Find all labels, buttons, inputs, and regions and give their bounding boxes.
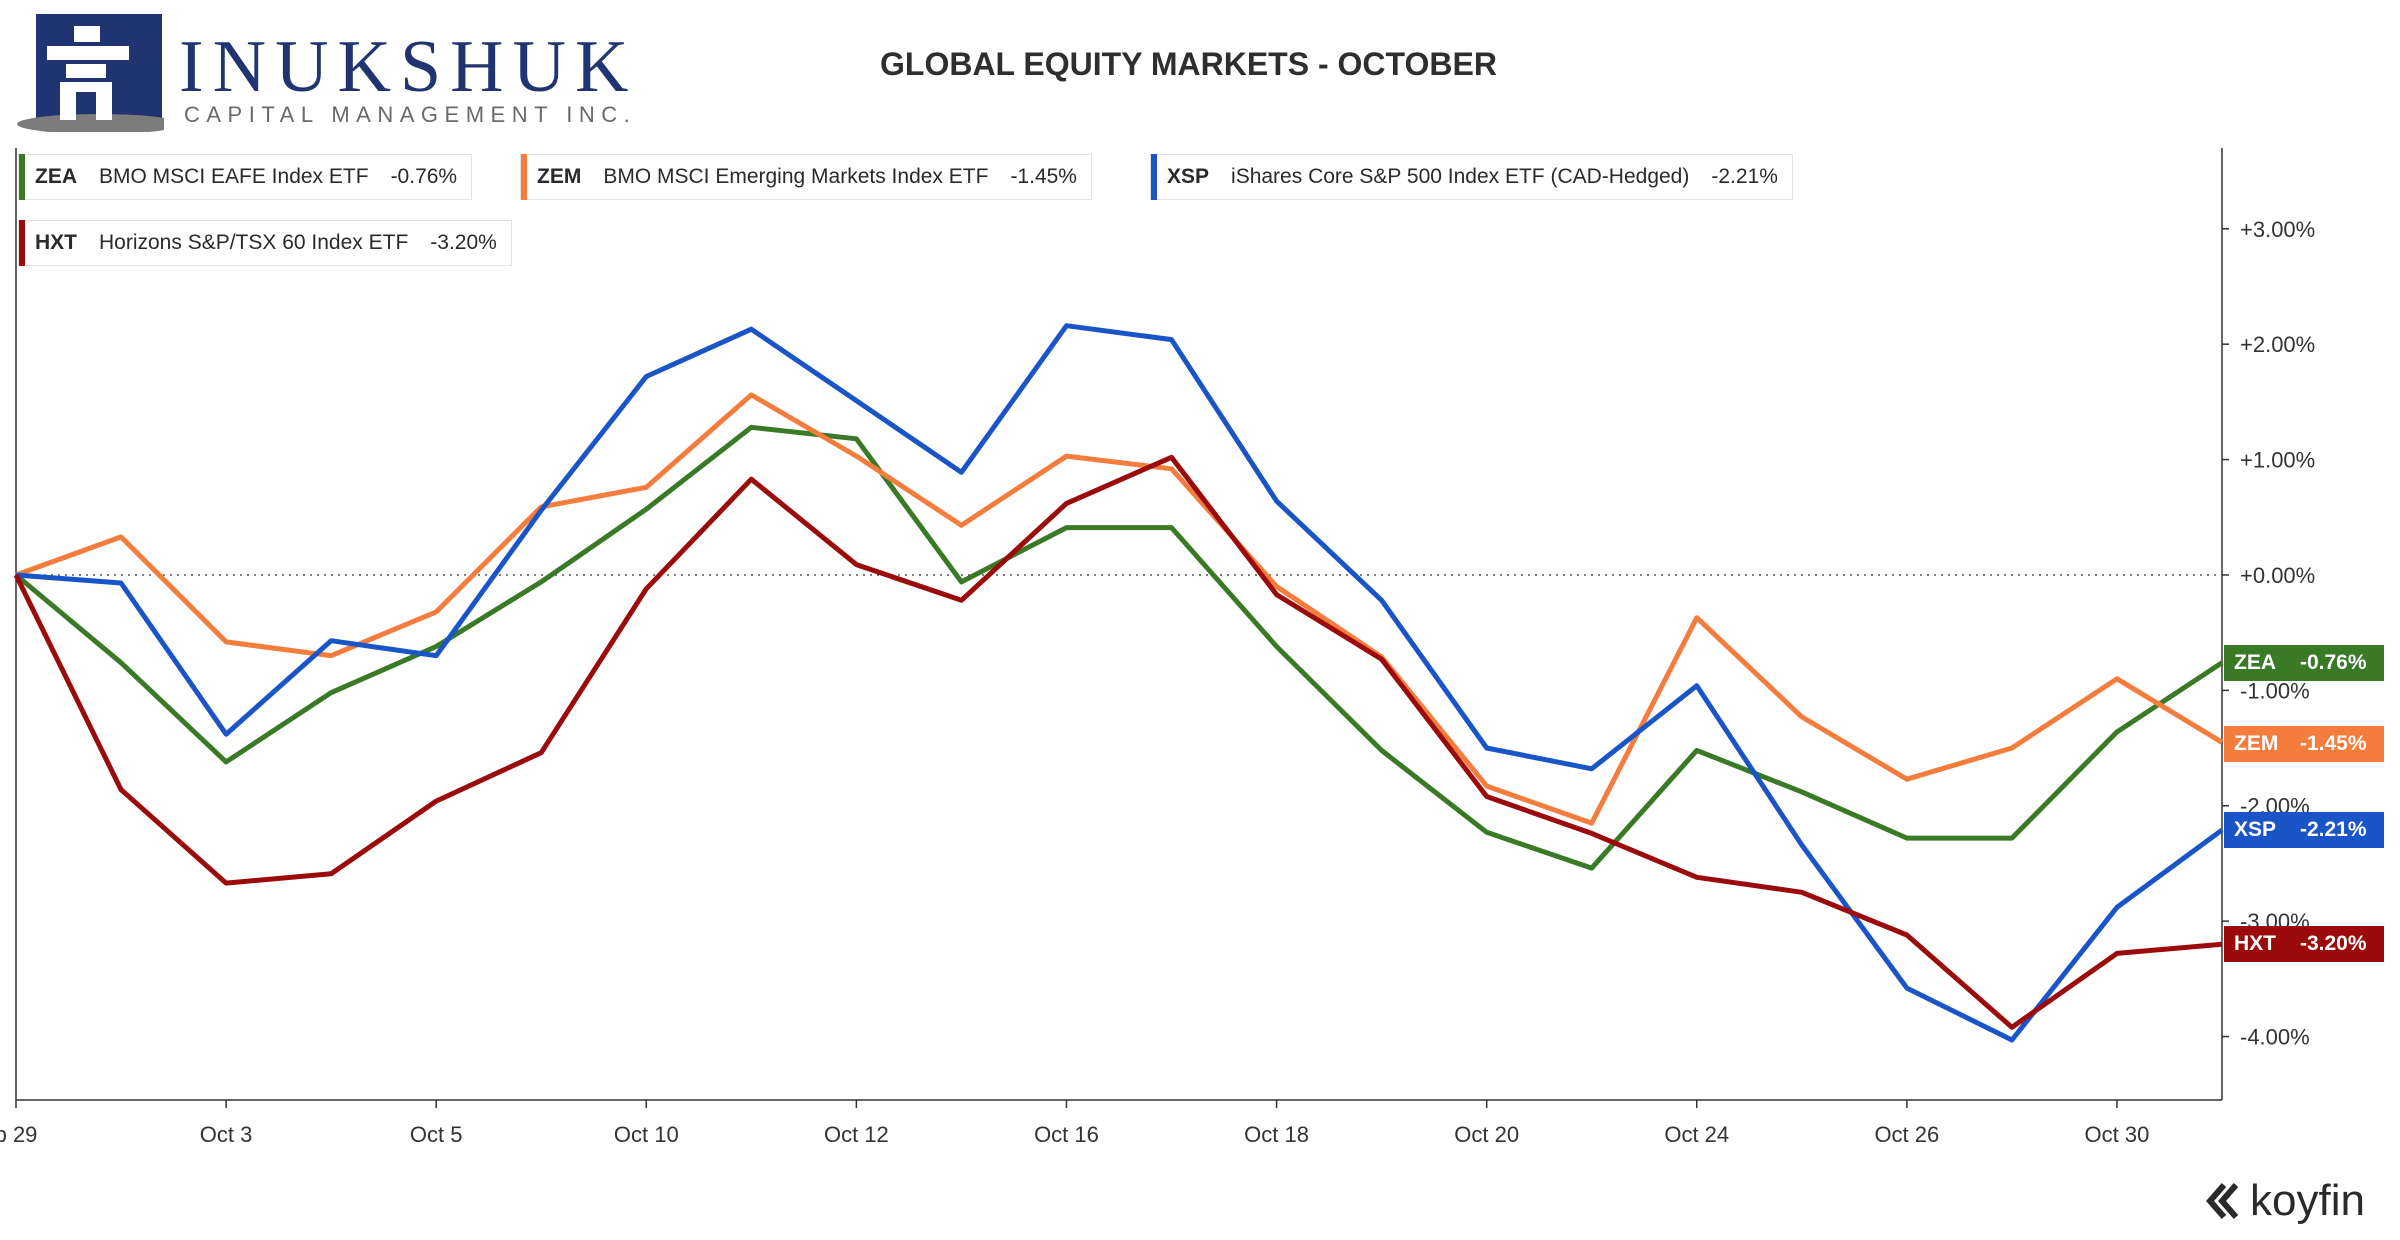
legend-swatch xyxy=(19,154,25,200)
end-label-value: -3.20% xyxy=(2300,932,2367,955)
legend-change: -2.21% xyxy=(1711,165,1778,188)
series-line-zea xyxy=(14,424,2224,871)
end-label-ticker: ZEM xyxy=(2234,732,2279,755)
end-label-xsp: XSP -2.21% xyxy=(2224,812,2384,848)
legend-change: -0.76% xyxy=(390,165,458,188)
legend-series-name: iShares Core S&P 500 Index ETF (CAD-Hedg… xyxy=(1231,165,1690,188)
series-line-zem xyxy=(15,392,2224,826)
x-tick-label: Oct 18 xyxy=(1244,1122,1309,1147)
legend-item-zem[interactable]: ZEM BMO MSCI Emerging Markets Index ETF -1… xyxy=(520,154,1092,200)
y-tick-label: -4.00% xyxy=(2240,1025,2310,1050)
x-tick-label: Oct 16 xyxy=(1034,1122,1099,1147)
legend-item-xsp[interactable]: XSP iShares Core S&P 500 Index ETF (CAD-H… xyxy=(1150,154,1793,200)
end-label-value: -1.45% xyxy=(2300,732,2367,755)
legend-ticker: ZEA xyxy=(35,165,77,188)
x-tick-label: Oct 20 xyxy=(1454,1122,1519,1147)
koyfin-logo-icon xyxy=(2206,1183,2239,1219)
logo-name: INUKSHUK xyxy=(179,26,638,108)
end-label-value: -2.21% xyxy=(2300,818,2367,841)
x-tick-label: Oct 5 xyxy=(410,1122,463,1147)
legend-change: -1.45% xyxy=(1010,165,1077,188)
end-label-hxt: HXT -3.20% xyxy=(2224,926,2384,962)
legend-item-zea[interactable]: ZEA BMO MSCI EAFE Index ETF -0.76% xyxy=(18,154,473,200)
koyfin-brand: koyfin xyxy=(2204,1176,2365,1226)
inukshuk-stone-figure-icon xyxy=(17,14,164,132)
logo-subtitle: CAPITAL MANAGEMENT INC. xyxy=(184,102,637,127)
legend-swatch xyxy=(19,220,25,266)
legend-swatch xyxy=(521,154,527,200)
legend-ticker: HXT xyxy=(35,231,77,254)
end-label-ticker: HXT xyxy=(2234,932,2276,955)
x-tick-label: Oct 12 xyxy=(824,1122,889,1147)
series-line-xsp xyxy=(15,323,2224,1043)
legend-series-name: Horizons S&P/TSX 60 Index ETF xyxy=(99,231,409,254)
end-label-ticker: ZEA xyxy=(2234,651,2276,674)
legend-ticker: XSP xyxy=(1167,165,1210,188)
y-tick-label: +3.00% xyxy=(2240,217,2315,242)
x-tick-label: Oct 30 xyxy=(2085,1122,2150,1147)
end-label-ticker: XSP xyxy=(2234,818,2277,841)
company-logo: INUKSHUK CAPITAL MANAGEMENT INC. xyxy=(14,12,630,132)
x-tick-label: Oct 26 xyxy=(1874,1122,1939,1147)
end-label-zem: ZEM -1.45% xyxy=(2224,726,2384,762)
end-label-zea: ZEA -0.76% xyxy=(2224,645,2384,681)
x-tick-label: Oct 24 xyxy=(1664,1122,1729,1147)
x-tick-label: Oct 10 xyxy=(614,1122,679,1147)
y-tick-label: +2.00% xyxy=(2240,332,2315,357)
x-tick-label: p 29 xyxy=(0,1122,37,1147)
chart-title: GLOBAL EQUITY MARKETS - OCTOBER xyxy=(880,46,1497,82)
legend-ticker: ZEM xyxy=(537,165,582,188)
end-label-value: -0.76% xyxy=(2300,651,2367,674)
brand-name: koyfin xyxy=(2250,1176,2365,1225)
x-tick-label: Oct 3 xyxy=(200,1122,253,1147)
y-tick-label: +1.00% xyxy=(2240,448,2315,473)
y-tick-label: -1.00% xyxy=(2240,678,2310,703)
legend-series-name: BMO MSCI Emerging Markets Index ETF xyxy=(603,165,989,188)
legend-item-hxt[interactable]: HXT Horizons S&P/TSX 60 Index ETF -3.20% xyxy=(18,220,512,266)
series-line-hxt xyxy=(13,454,2223,1030)
legend-series-name: BMO MSCI EAFE Index ETF xyxy=(99,165,369,188)
legend-swatch xyxy=(1151,154,1157,200)
y-tick-label: +0.00% xyxy=(2240,563,2315,588)
legend-change: -3.20% xyxy=(430,231,497,254)
